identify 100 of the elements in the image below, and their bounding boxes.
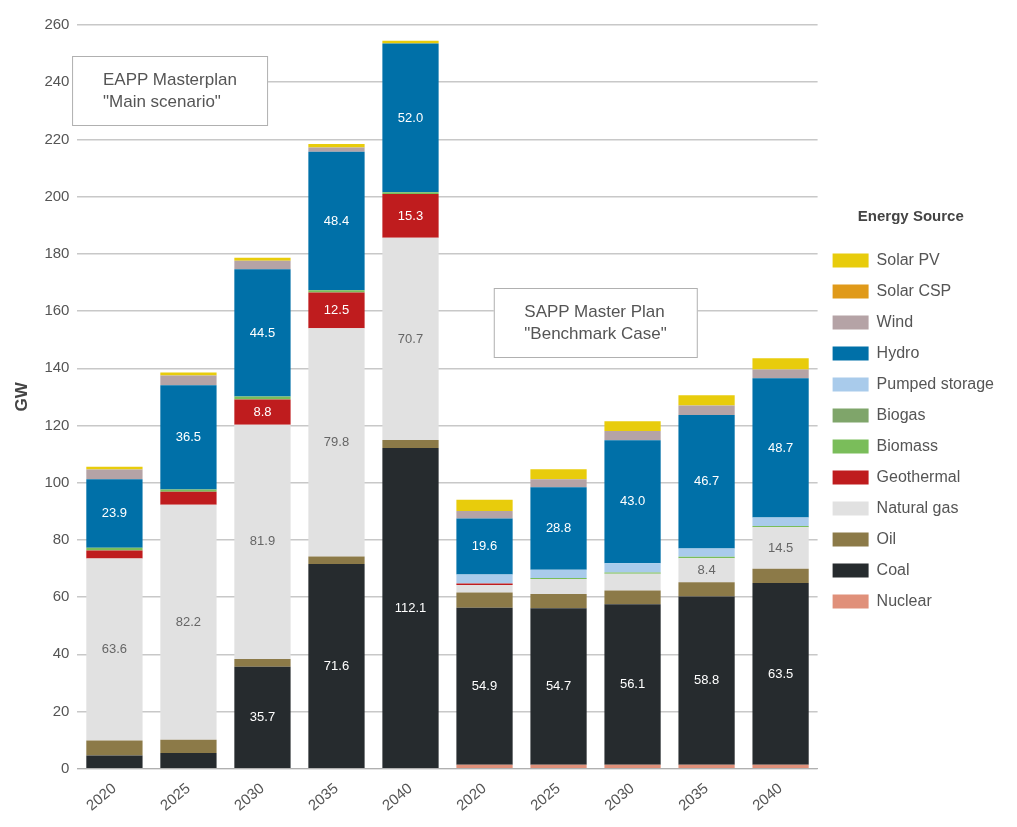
bar <box>456 574 513 584</box>
note-box: EAPP Masterplan "Main scenario" <box>72 56 268 127</box>
bar <box>456 511 513 519</box>
bar <box>234 399 291 425</box>
bar <box>752 358 809 370</box>
bar <box>86 755 143 769</box>
bar <box>530 569 587 578</box>
bar <box>604 440 661 564</box>
bar <box>86 466 143 470</box>
bar <box>234 658 291 667</box>
bar <box>530 608 587 765</box>
bar <box>530 469 587 480</box>
bar <box>382 237 439 441</box>
data-label: 71.6 <box>323 657 350 673</box>
legend-label: Solar PV <box>876 250 941 268</box>
legend-label: Nuclear <box>876 591 933 609</box>
bar <box>604 764 661 769</box>
bar <box>86 558 143 741</box>
data-label: 54.7 <box>545 678 572 694</box>
bar <box>456 592 513 608</box>
data-label: 46.7 <box>693 473 720 489</box>
data-label: 15.3 <box>397 207 424 223</box>
bar <box>160 739 217 754</box>
bar <box>234 666 291 769</box>
bar <box>160 753 217 769</box>
bar <box>604 604 661 765</box>
bar <box>530 579 587 594</box>
legend-label: Solar CSP <box>876 281 952 299</box>
legend-label: Wind <box>876 312 914 330</box>
bar <box>456 585 513 593</box>
bar <box>456 607 513 765</box>
bar <box>604 430 661 441</box>
bar <box>678 414 735 549</box>
legend-label: Biomass <box>876 436 938 454</box>
y-tick-label: 240 <box>44 72 70 90</box>
legend-label: Hydro <box>876 343 920 361</box>
legend-label: Coal <box>876 560 910 578</box>
bar <box>604 573 661 591</box>
bar <box>308 151 365 291</box>
bar <box>678 405 735 415</box>
bar <box>678 582 735 597</box>
legend-label: Biogas <box>876 405 926 423</box>
y-tick-label: 120 <box>44 415 70 433</box>
data-label: 48.4 <box>323 212 350 228</box>
bar <box>752 583 809 765</box>
data-label: 44.5 <box>249 324 276 340</box>
bar <box>604 421 661 431</box>
data-label: 56.1 <box>619 676 646 692</box>
bar <box>86 479 143 548</box>
bar <box>382 40 439 44</box>
data-label: 63.5 <box>767 665 794 681</box>
bar <box>160 385 217 490</box>
bar <box>678 548 735 557</box>
bar <box>308 563 365 769</box>
legend-label: Geothermal <box>876 467 961 485</box>
bar <box>308 556 365 564</box>
y-axis-title: GW <box>11 381 31 412</box>
legend-label: Pumped storage <box>876 374 995 392</box>
data-label: 82.2 <box>175 613 202 629</box>
bar <box>604 590 661 605</box>
y-tick-label: 140 <box>44 358 70 376</box>
y-tick-label: 80 <box>52 530 70 548</box>
data-label: 8.4 <box>697 561 716 577</box>
data-label: 63.6 <box>101 641 128 657</box>
legend-label: Oil <box>876 529 897 547</box>
bar <box>752 527 809 569</box>
bar <box>234 257 291 261</box>
bar <box>86 469 143 480</box>
bar <box>456 499 513 512</box>
legend-label: Natural gas <box>876 498 959 516</box>
y-tick-label: 20 <box>52 701 70 719</box>
data-label: 52.0 <box>397 109 424 125</box>
data-label: 12.5 <box>323 301 350 317</box>
y-tick-label: 220 <box>44 129 70 147</box>
bar <box>530 487 587 570</box>
bar <box>86 550 143 559</box>
bar <box>382 43 439 193</box>
bar <box>752 378 809 518</box>
data-label: 79.8 <box>323 433 350 449</box>
y-tick-label: 60 <box>52 587 70 605</box>
data-label: 23.9 <box>101 505 128 521</box>
bar <box>678 395 735 406</box>
bar <box>604 563 661 573</box>
bar <box>382 448 439 769</box>
data-label: 36.5 <box>175 428 202 444</box>
bar <box>678 596 735 765</box>
y-tick-label: 160 <box>44 301 70 319</box>
y-tick-label: 180 <box>44 243 70 261</box>
bar <box>382 440 439 449</box>
bar <box>752 568 809 584</box>
data-label: 112.1 <box>394 599 427 615</box>
legend-title: Energy Source <box>857 207 964 225</box>
y-tick-label: 0 <box>61 758 70 776</box>
bar <box>160 504 217 740</box>
data-label: 35.7 <box>249 708 276 724</box>
y-tick-label: 40 <box>52 644 70 662</box>
bar <box>382 194 439 238</box>
data-label: 14.5 <box>767 539 794 555</box>
bar <box>678 764 735 769</box>
y-tick-label: 200 <box>44 186 70 204</box>
